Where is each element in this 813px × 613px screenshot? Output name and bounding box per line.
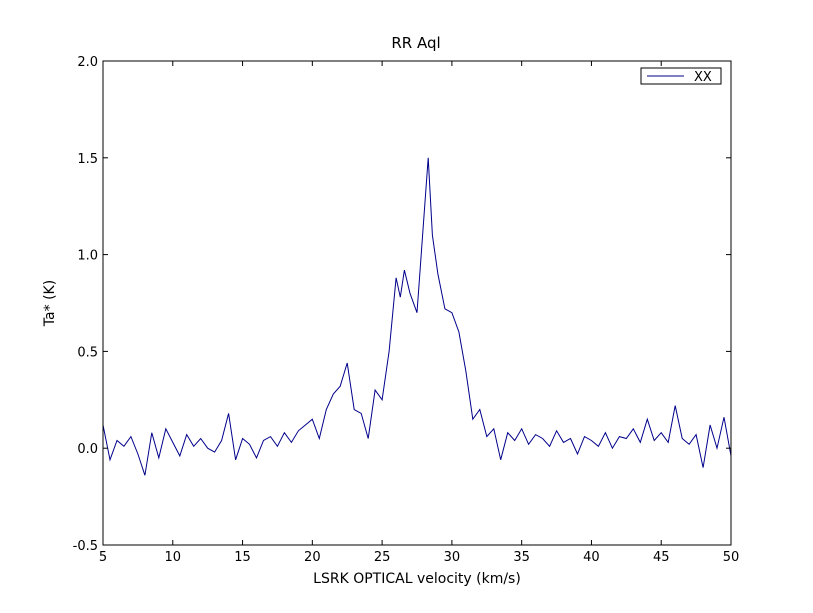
chart-title: RR Aql bbox=[391, 34, 440, 52]
x-tick-label: 20 bbox=[304, 550, 321, 565]
y-axis: -0.5 0.0 0.5 1.0 1.5 2.0 bbox=[73, 55, 731, 554]
x-tick-label: 30 bbox=[444, 550, 461, 565]
y-tick-label: 0.5 bbox=[77, 345, 98, 360]
y-tick-label: 0.0 bbox=[77, 442, 98, 457]
x-axis-label: LSRK OPTICAL velocity (km/s) bbox=[313, 571, 521, 587]
y-tick-label: 1.5 bbox=[77, 152, 98, 167]
y-tick-label: -0.5 bbox=[73, 539, 98, 554]
x-tick-label: 10 bbox=[165, 550, 182, 565]
y-tick-label: 1.0 bbox=[77, 249, 98, 264]
x-tick-label: 45 bbox=[653, 550, 670, 565]
x-tick-label: 15 bbox=[234, 550, 251, 565]
x-tick-label: 35 bbox=[513, 550, 530, 565]
series-line-xx bbox=[103, 157, 731, 476]
x-tick-label: 40 bbox=[583, 550, 600, 565]
y-axis-label: Ta* (K) bbox=[42, 280, 58, 327]
legend: XX bbox=[640, 67, 722, 85]
legend-label-xx: XX bbox=[694, 70, 712, 85]
x-axis: 5 10 15 20 25 30 35 40 45 50 bbox=[99, 61, 739, 565]
y-tick-label: 2.0 bbox=[77, 55, 98, 70]
x-tick-label: 50 bbox=[723, 550, 740, 565]
plot-frame bbox=[102, 60, 732, 546]
x-tick-label: 5 bbox=[99, 550, 107, 565]
x-tick-label: 25 bbox=[374, 550, 391, 565]
